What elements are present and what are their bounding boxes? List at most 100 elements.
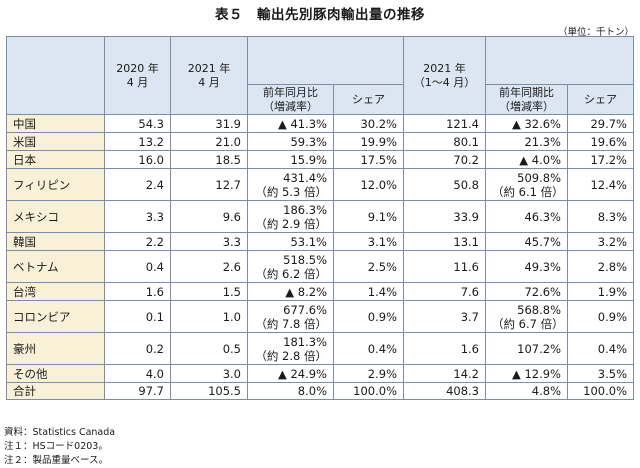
ytd-share-cell: 3.2% [567, 232, 634, 251]
ytd-share-cell: 1.9% [567, 282, 634, 301]
yoy-change-cell: 53.1% [247, 232, 334, 251]
share-cell: 9.1% [333, 200, 404, 233]
value-2020-april-cell: 0.2 [104, 332, 171, 365]
header-2021-april-blank [247, 36, 404, 85]
ytd-share-cell: 17.2% [567, 150, 634, 169]
yoy-change-cell: 15.9% [247, 150, 334, 169]
ytd-yoy-change-cell: 46.3% [485, 200, 568, 233]
share-cell: 2.5% [333, 250, 404, 283]
share-cell: 1.4% [333, 282, 404, 301]
value-2021-ytd-cell: 14.2 [403, 364, 486, 383]
table-row: 日本 16.0 18.5 15.9% 17.5% 70.2 ▲ 4.0% 17.2% [6, 150, 634, 169]
value-2021-april-cell: 21.0 [170, 132, 248, 151]
header-2020-april: 2020 年 4 月 [104, 36, 171, 115]
value-2021-april-cell: 31.9 [170, 114, 248, 133]
share-cell: 12.0% [333, 168, 404, 201]
value-2020-april-cell: 0.4 [104, 250, 171, 283]
value-2020-april-cell: 2.4 [104, 168, 171, 201]
row-label: コロンビア [6, 300, 105, 333]
notes: 資料：Statistics Canada 注１：HSコード0203。 注２：製品… [4, 426, 115, 468]
header-corner [6, 36, 105, 115]
value-2020-april-cell: 13.2 [104, 132, 171, 151]
ytd-yoy-change-cell: ▲ 4.0% [485, 150, 568, 169]
table-row: 中国 54.3 31.9 ▲ 41.3% 30.2% 121.4 ▲ 32.6% 29.7% [6, 114, 634, 133]
ytd-share-cell: 0.9% [567, 300, 634, 333]
value-2020-april-cell: 97.7 [104, 382, 171, 400]
value-2020-april-cell: 0.1 [104, 300, 171, 333]
yoy-change-cell: 59.3% [247, 132, 334, 151]
table-row: 豪州 0.2 0.5 181.3% （約 2.8 倍） 0.4% 1.6 107.2% 0.4… [6, 332, 634, 365]
value-2020-april-cell: 4.0 [104, 364, 171, 383]
yoy-change-cell: 8.0% [247, 382, 334, 400]
table-row: メキシコ 3.3 9.6 186.3% （約 2.9 倍） 9.1% 33.9 46.3% 8… [6, 200, 634, 233]
ytd-share-cell: 8.3% [567, 200, 634, 233]
value-2021-ytd-cell: 408.3 [403, 382, 486, 400]
table-row: その他 4.0 3.0 ▲ 24.9% 2.9% 14.2 ▲ 12.9% 3.5% [6, 364, 634, 383]
header-2021-april: 2021 年 4 月 [170, 36, 248, 115]
share-cell: 100.0% [333, 382, 404, 400]
value-2021-ytd-cell: 80.1 [403, 132, 486, 151]
value-2021-ytd-cell: 13.1 [403, 232, 486, 251]
header-ytd-yoy: 前年同期比 （増減率） [485, 84, 568, 115]
header-yoy: 前年同月比 （増減率） [247, 84, 334, 115]
ytd-yoy-change-cell: 4.8% [485, 382, 568, 400]
header-2021-ytd-blank [485, 36, 634, 85]
share-cell: 17.5% [333, 150, 404, 169]
value-2021-april-cell: 1.0 [170, 300, 248, 333]
table-row: コロンビア 0.1 1.0 677.6% （約 7.8 倍） 0.9% 3.7 568.8%… [6, 300, 634, 333]
value-2021-ytd-cell: 7.6 [403, 282, 486, 301]
table-row: 米国 13.2 21.0 59.3% 19.9% 80.1 21.3% 19.6% [6, 132, 634, 151]
value-2021-ytd-cell: 70.2 [403, 150, 486, 169]
yoy-change-cell: 431.4% （約 5.3 倍） [247, 168, 334, 201]
share-cell: 19.9% [333, 132, 404, 151]
value-2020-april-cell: 2.2 [104, 232, 171, 251]
ytd-share-cell: 2.8% [567, 250, 634, 283]
ytd-yoy-change-cell: 72.6% [485, 282, 568, 301]
table-row: フィリピン 2.4 12.7 431.4% （約 5.3 倍） 12.0% 50.8 509… [6, 168, 634, 201]
share-cell: 3.1% [333, 232, 404, 251]
value-2021-april-cell: 1.5 [170, 282, 248, 301]
yoy-change-cell: ▲ 41.3% [247, 114, 334, 133]
value-2021-ytd-cell: 121.4 [403, 114, 486, 133]
row-label: フィリピン [6, 168, 105, 201]
row-label: 合計 [6, 382, 105, 400]
table-row: 韓国 2.2 3.3 53.1% 3.1% 13.1 45.7% 3.2% [6, 232, 634, 251]
header-2021-ytd: 2021 年 （1～4 月） [403, 36, 486, 115]
yoy-change-cell: ▲ 8.2% [247, 282, 334, 301]
value-2021-april-cell: 18.5 [170, 150, 248, 169]
note-1: 注１：HSコード0203。 [4, 441, 108, 452]
row-label: 日本 [6, 150, 105, 169]
unit-label: （単位：千トン） [557, 27, 634, 38]
ytd-yoy-change-cell: ▲ 32.6% [485, 114, 568, 133]
value-2021-april-cell: 3.0 [170, 364, 248, 383]
yoy-change-cell: 518.5% （約 6.2 倍） [247, 250, 334, 283]
row-label: 台湾 [6, 282, 105, 301]
row-label: 中国 [6, 114, 105, 133]
share-cell: 0.4% [333, 332, 404, 365]
yoy-change-cell: 181.3% （約 2.8 倍） [247, 332, 334, 365]
share-cell: 2.9% [333, 364, 404, 383]
table-row: ベトナム 0.4 2.6 518.5% （約 6.2 倍） 2.5% 11.6 49.3% 2… [6, 250, 634, 283]
value-2021-ytd-cell: 33.9 [403, 200, 486, 233]
ytd-share-cell: 3.5% [567, 364, 634, 383]
ytd-yoy-change-cell: ▲ 12.9% [485, 364, 568, 383]
ytd-share-cell: 12.4% [567, 168, 634, 201]
row-label: 豪州 [6, 332, 105, 365]
ytd-share-cell: 19.6% [567, 132, 634, 151]
share-cell: 30.2% [333, 114, 404, 133]
value-2020-april-cell: 1.6 [104, 282, 171, 301]
ytd-yoy-change-cell: 21.3% [485, 132, 568, 151]
value-2020-april-cell: 54.3 [104, 114, 171, 133]
yoy-change-cell: 186.3% （約 2.9 倍） [247, 200, 334, 233]
row-label: 韓国 [6, 232, 105, 251]
table-row: 台湾 1.6 1.5 ▲ 8.2% 1.4% 7.6 72.6% 1.9% [6, 282, 634, 301]
header-ytd-share: シェア [567, 84, 634, 115]
table-title: 表５ 輸出先別豚肉輸出量の推移 [215, 7, 425, 23]
value-2020-april-cell: 16.0 [104, 150, 171, 169]
value-2021-ytd-cell: 11.6 [403, 250, 486, 283]
ytd-yoy-change-cell: 509.8% （約 6.1 倍） [485, 168, 568, 201]
row-label: ベトナム [6, 250, 105, 283]
ytd-share-cell: 100.0% [567, 382, 634, 400]
yoy-change-cell: ▲ 24.9% [247, 364, 334, 383]
row-label: メキシコ [6, 200, 105, 233]
